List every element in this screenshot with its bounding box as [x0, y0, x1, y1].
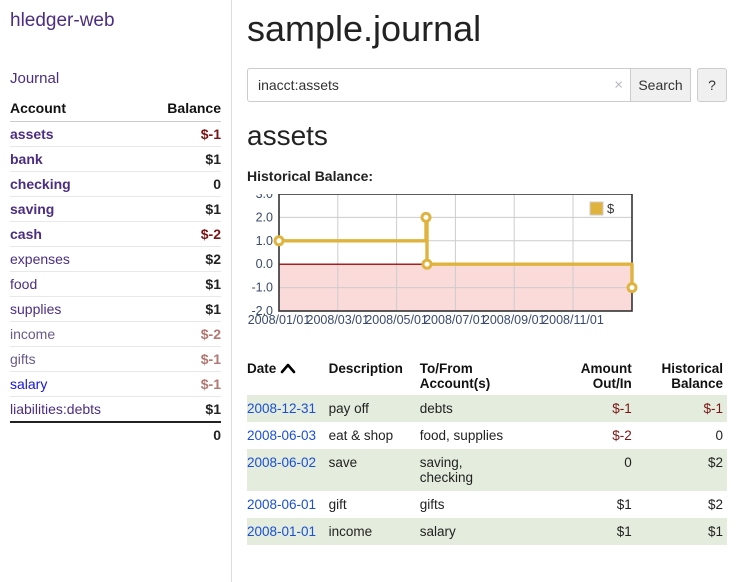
svg-text:$: $ — [607, 201, 615, 216]
svg-text:2008/05/01: 2008/05/01 — [365, 313, 428, 327]
svg-text:1.0: 1.0 — [256, 234, 273, 248]
svg-text:2008/09/01: 2008/09/01 — [483, 313, 546, 327]
svg-text:0.0: 0.0 — [256, 257, 273, 271]
svg-text:2008/01/01: 2008/01/01 — [248, 313, 311, 327]
svg-text:2008/03/01: 2008/03/01 — [307, 313, 370, 327]
svg-text:3.0: 3.0 — [256, 194, 273, 201]
svg-text:-1.0: -1.0 — [251, 281, 273, 295]
svg-text:2.0: 2.0 — [256, 210, 273, 224]
svg-text:2008/11/01: 2008/11/01 — [542, 313, 604, 327]
svg-text:2008/07/01: 2008/07/01 — [424, 313, 487, 327]
